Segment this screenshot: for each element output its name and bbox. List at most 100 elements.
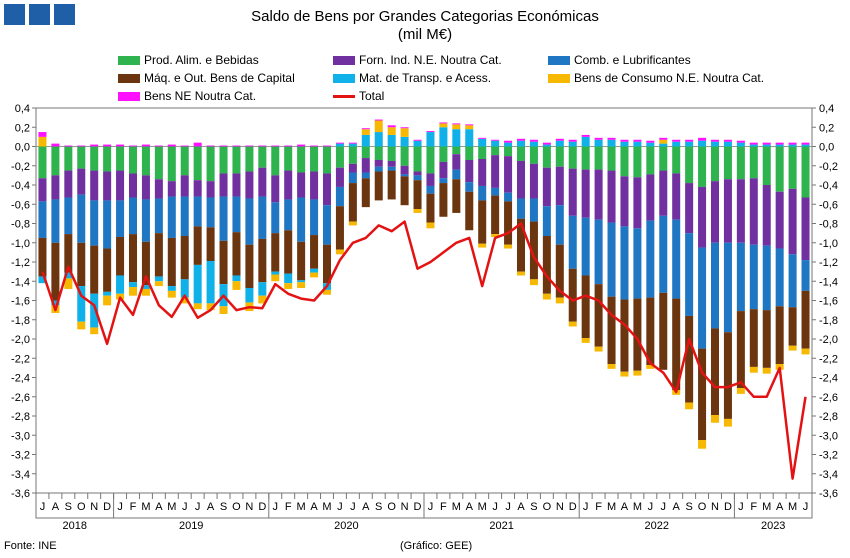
bar-forn	[426, 173, 435, 186]
x-month-label: N	[556, 501, 564, 513]
bar-forn	[685, 183, 694, 234]
bar-bens-ne	[297, 144, 306, 147]
x-month-label: J	[661, 501, 667, 513]
bar-comb	[672, 219, 681, 299]
x-month-label: S	[375, 501, 382, 513]
bar-comb	[452, 169, 461, 180]
bar-maq	[788, 307, 797, 346]
y-tick-label-right: -2,0	[819, 334, 838, 346]
legend-item-total: Total	[333, 89, 384, 103]
legend-item-bens-cons: Bens de Consumo N.E. Noutra Cat.	[548, 71, 764, 85]
legend-item-maq: Máq. e Out. Bens de Capital	[118, 71, 295, 85]
bar-food	[672, 146, 681, 174]
bar-bens-cons	[659, 139, 668, 144]
bar-mat	[128, 282, 138, 288]
x-month-label: S	[65, 501, 72, 513]
bar-bens-cons	[710, 415, 720, 423]
bar-comb	[154, 198, 163, 234]
logo-square-3	[54, 4, 75, 25]
x-month-label: J	[337, 501, 343, 513]
legend-item-food: Prod. Alim. e Bebidas	[118, 53, 259, 67]
bar-maq	[322, 244, 332, 284]
x-month-label: N	[401, 501, 409, 513]
bar-bens-ne	[659, 137, 668, 140]
bar-food	[103, 146, 112, 172]
bar-bens-ne	[788, 142, 797, 145]
bar-bens-ne	[723, 139, 732, 142]
y-tick-label-left: -3,0	[11, 430, 30, 442]
bar-bens-cons	[646, 364, 655, 369]
bar-comb	[90, 200, 99, 246]
y-tick-label-left: -1,8	[11, 315, 30, 327]
bar-food	[465, 146, 474, 160]
bar-forn	[180, 175, 189, 197]
bar-mat	[180, 279, 189, 298]
bar-food	[413, 146, 422, 172]
bar-mat	[361, 134, 370, 147]
bar-bens-cons	[620, 371, 629, 377]
bar-food	[271, 146, 280, 176]
y-tick-label-left: -1,4	[11, 276, 30, 288]
x-month-label: N	[245, 501, 253, 513]
x-month-label: N	[90, 501, 98, 513]
y-tick-label-left: -0,4	[11, 180, 30, 192]
bar-food	[258, 146, 267, 168]
bar-bens-ne	[762, 142, 771, 145]
bar-food	[801, 146, 810, 198]
bar-food	[749, 146, 758, 179]
bar-comb	[77, 194, 86, 243]
bar-maq	[723, 332, 732, 419]
bar-mat	[297, 280, 306, 283]
bar-mat	[478, 138, 487, 147]
bar-maq	[491, 195, 500, 235]
y-tick-label-right: -3,6	[819, 488, 838, 500]
bar-mat	[698, 140, 707, 147]
x-month-label: O	[232, 501, 241, 513]
bar-comb	[258, 196, 267, 239]
bar-forn	[374, 159, 383, 167]
bar-forn	[439, 161, 448, 179]
x-month-label: J	[182, 501, 188, 513]
bar-bens-ne	[633, 139, 642, 142]
bar-maq	[219, 240, 228, 285]
bar-maq	[297, 241, 306, 281]
x-month-label: A	[310, 501, 318, 513]
x-month-label: J	[117, 501, 123, 513]
x-year-label: 2023	[761, 520, 785, 532]
x-month-label: A	[52, 501, 60, 513]
bar-food	[116, 146, 125, 171]
bar-comb	[478, 185, 487, 201]
y-tick-label-right: -0,2	[819, 161, 838, 173]
bar-comb	[271, 202, 280, 234]
bar-bens-ne	[103, 144, 112, 147]
x-month-label: M	[322, 501, 331, 513]
total-line	[41, 220, 807, 480]
bar-comb	[232, 196, 241, 233]
bar-bens-cons	[141, 288, 150, 296]
y-tick-label-right: -0,4	[819, 180, 838, 192]
bar-bens-cons	[633, 370, 642, 376]
bar-mat	[465, 129, 474, 147]
x-month-label: D	[258, 501, 266, 513]
bar-maq	[167, 237, 176, 287]
legend-swatch	[333, 73, 355, 83]
bar-bens-cons	[555, 297, 564, 304]
bar-forn	[542, 167, 551, 207]
bar-bens-cons	[154, 281, 163, 287]
x-month-label: M	[452, 501, 461, 513]
bar-food	[335, 146, 344, 168]
bar-maq	[529, 221, 538, 280]
bar-forn	[775, 191, 784, 249]
bar-bens-ne	[426, 131, 435, 133]
bar-comb	[685, 233, 694, 316]
bar-mat	[64, 272, 73, 279]
bar-forn	[38, 178, 47, 202]
bar-forn	[594, 169, 603, 220]
x-month-label: F	[750, 501, 757, 513]
bar-bens-ne	[801, 142, 810, 145]
bar-comb	[116, 200, 125, 237]
bar-bens-ne	[698, 137, 707, 141]
bar-food	[633, 146, 642, 178]
bar-mat	[206, 261, 215, 304]
